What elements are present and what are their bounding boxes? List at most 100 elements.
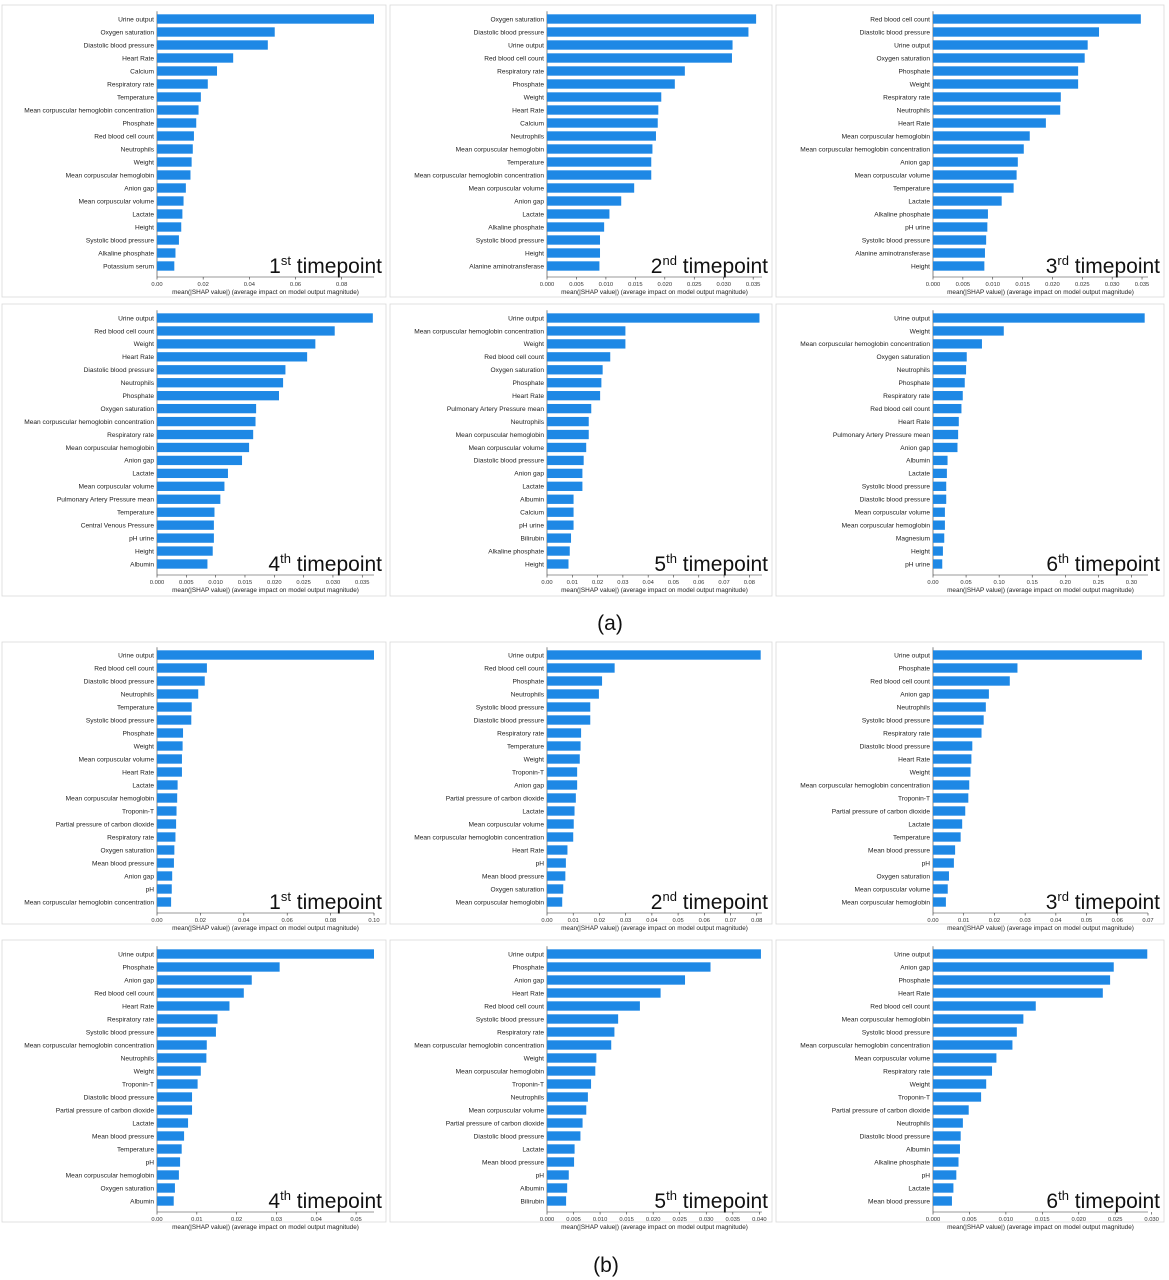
x-tick-label: 0.07 <box>725 918 736 924</box>
feature-label: Mean blood pressure <box>92 860 154 867</box>
feature-label: Urine output <box>508 652 544 659</box>
feature-label: Alkaline phosphate <box>98 250 154 257</box>
feature-label: Respiratory rate <box>883 393 930 400</box>
x-axis-label: mean(|SHAP value|) (average impact on mo… <box>561 925 748 932</box>
x-tick-label: 0.00 <box>927 580 938 586</box>
bar <box>547 754 580 764</box>
bar <box>933 1066 993 1076</box>
feature-label: Mean corpuscular hemoglobin <box>456 1068 545 1075</box>
chart-frame <box>775 939 1165 1223</box>
chart-frame <box>389 939 773 1223</box>
x-axis-label: mean(|SHAP value|) (average impact on mo… <box>947 289 1134 296</box>
bar <box>933 1144 960 1154</box>
x-tick-label: 0.030 <box>1144 1217 1159 1223</box>
chart-frame <box>389 4 773 298</box>
bar <box>157 1014 218 1024</box>
shap-chart: Urine output Anion gap Phosphate Heart Rate… <box>775 939 1165 1231</box>
bar <box>157 858 174 868</box>
bar <box>547 741 581 751</box>
bar <box>547 858 566 868</box>
timepoint-label: 2nd timepoint <box>651 889 768 914</box>
feature-label: Mean blood pressure <box>868 1198 930 1205</box>
feature-label: Systolic blood pressure <box>862 717 931 724</box>
shap-chart: Urine output Red blood cell count Weight He… <box>1 303 387 597</box>
chart-frame <box>775 641 1165 925</box>
feature-label: Temperature <box>507 159 544 166</box>
x-tick-label: 0.02 <box>198 282 209 288</box>
bar <box>547 897 563 907</box>
x-tick-label: 0.08 <box>336 282 347 288</box>
feature-label: Troponin-T <box>898 1094 930 1101</box>
bar <box>157 403 257 414</box>
x-tick-label: 0.010 <box>593 1217 608 1223</box>
x-tick-label: 0.02 <box>195 918 206 924</box>
feature-label: Albumin <box>130 561 154 568</box>
bar <box>157 897 172 907</box>
bar <box>933 663 1018 673</box>
bar <box>547 261 600 271</box>
feature-label: Troponin-T <box>122 808 154 815</box>
feature-label: Red blood cell count <box>484 354 544 361</box>
feature-label: Calcium <box>130 68 154 75</box>
bar <box>157 988 244 998</box>
bar <box>933 1014 1024 1024</box>
x-tick-label: 0.025 <box>672 1217 687 1223</box>
bar <box>157 326 335 336</box>
bar <box>157 780 178 790</box>
feature-label: Lactate <box>522 1146 544 1153</box>
x-tick-label: 0.02 <box>231 1217 242 1223</box>
feature-label: Diastolic blood pressure <box>84 42 155 49</box>
chart-panels: Urine output Oxygen saturation Diastolic b… <box>1 4 1165 1231</box>
bar <box>157 845 175 855</box>
feature-label: Oxygen saturation <box>876 354 930 361</box>
feature-label: pH urine <box>129 535 154 542</box>
feature-label: Mean blood pressure <box>482 1159 544 1166</box>
x-tick-label: 0.00 <box>151 918 162 924</box>
feature-label: Weight <box>524 756 545 763</box>
shap-chart: Red blood cell count Diastolic blood pres… <box>775 4 1165 298</box>
bar <box>933 40 1088 50</box>
bar <box>157 689 199 699</box>
feature-label: Lactate <box>908 198 930 205</box>
shap-chart: Urine output Weight Mean corpuscular hemog… <box>775 303 1165 597</box>
feature-label: Temperature <box>507 743 544 750</box>
feature-label: Mean corpuscular hemoglobin concentratio… <box>24 419 154 426</box>
feature-label: Oxygen saturation <box>876 55 930 62</box>
bar <box>547 520 574 530</box>
x-tick-label: 0.05 <box>1081 918 1092 924</box>
bar <box>933 313 1145 323</box>
feature-label: Respiratory rate <box>883 730 930 737</box>
x-tick-label: 0.10 <box>994 580 1005 586</box>
feature-label: Mean corpuscular hemoglobin <box>66 445 155 452</box>
chart-frame <box>389 303 773 597</box>
feature-label: Urine output <box>894 652 930 659</box>
feature-label: pH <box>146 1159 155 1166</box>
bar <box>157 1118 189 1128</box>
bar <box>933 806 966 816</box>
bar <box>547 793 576 803</box>
x-tick-label: 0.01 <box>568 918 579 924</box>
bar <box>547 819 574 829</box>
feature-label: Mean corpuscular hemoglobin concentratio… <box>414 172 544 179</box>
feature-label: Lactate <box>908 821 930 828</box>
bar <box>157 391 279 401</box>
bar <box>157 53 234 63</box>
feature-label: Weight <box>910 1081 931 1088</box>
feature-label: Mean corpuscular hemoglobin concentratio… <box>800 782 930 789</box>
x-axis-label: mean(|SHAP value|) (average impact on mo… <box>561 1224 748 1231</box>
bar <box>157 1001 230 1011</box>
feature-label: Systolic blood pressure <box>862 237 931 244</box>
bar <box>933 1092 982 1102</box>
bar <box>157 429 254 440</box>
feature-label: Phosphate <box>512 964 544 971</box>
bar <box>547 157 652 167</box>
bar <box>157 1040 207 1050</box>
bar <box>157 1105 193 1115</box>
feature-label: Weight <box>134 341 155 348</box>
feature-label: Lactate <box>132 211 154 218</box>
feature-label: Anion gap <box>514 471 544 478</box>
chart-frame <box>1 303 387 597</box>
feature-label: Albumin <box>906 458 930 465</box>
bar <box>547 715 591 725</box>
bar <box>157 819 177 829</box>
